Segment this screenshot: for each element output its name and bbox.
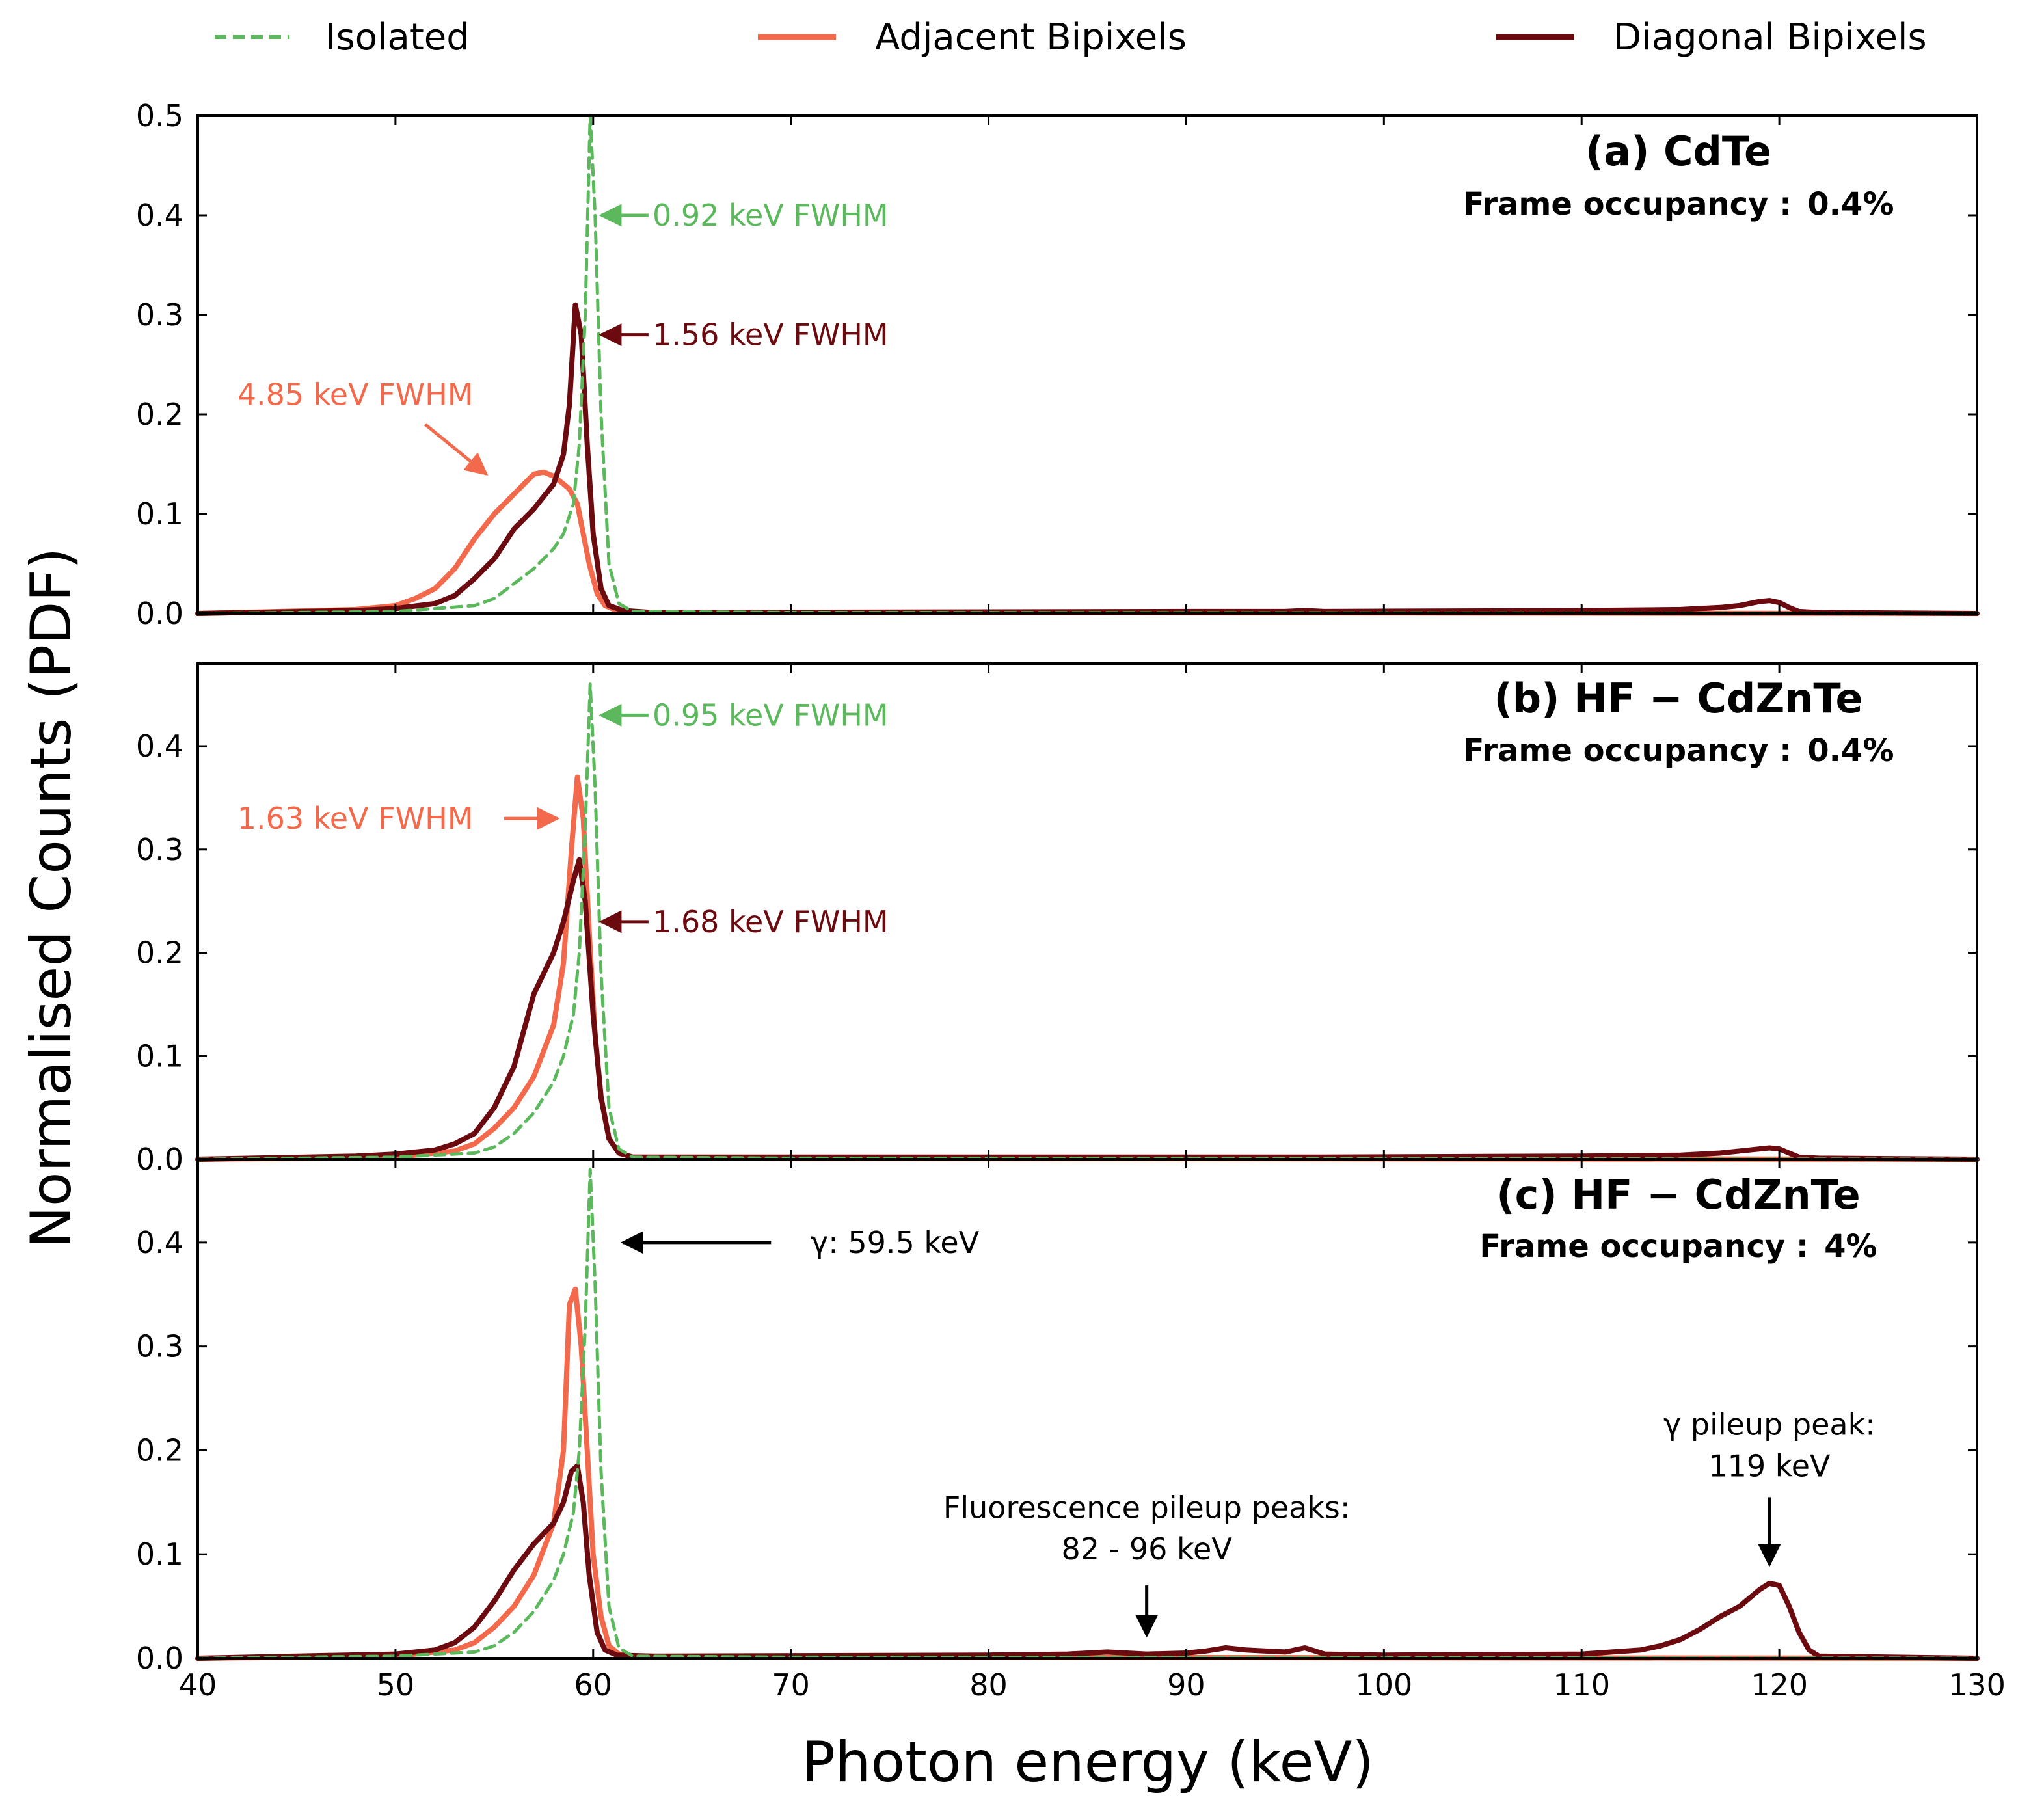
a-series-adjacent-bipixels [195,469,1980,616]
a-y-tick-label: 0.0 [136,596,183,631]
legend: Isolated Adjacent Bipixels Diagonal Bipi… [215,16,1927,59]
b-y-tick-label: 0.2 [136,935,183,971]
panel-c-ticks: 0.0 0.1 0.2 0.3 0.4 [136,1159,1978,1676]
x-tick-label: 90 [1167,1667,1205,1703]
panel-c: 0.0 0.1 0.2 0.3 0.4 γ: 59.5 keV Fluorescence … [136,1158,1980,1676]
legend-label-diagonal: Diagonal Bipixels [1613,16,1927,59]
panel-b-occupancy-value: 0.4% [1807,733,1894,769]
panel-c-frame [196,1158,1978,1660]
x-tick-label: 50 [377,1667,415,1703]
panel-a-occupancy: Frame occupancy : 0.4% [1463,186,1894,222]
panel-b-title: (b) HF − CdZnTe [1494,675,1862,722]
a-annotation-0: 0.92 keV FWHM [652,198,889,233]
panel-a-title: (a) CdTe [1585,128,1771,175]
c-y-tick-label: 0.2 [136,1433,183,1468]
panel-c-curves [195,1168,1980,1661]
c-series-diagonal-bipixels [195,1463,1980,1661]
a-y-tick-label: 0.3 [136,297,183,332]
c-annotation-0: γ: 59.5 keV [811,1225,980,1260]
b-y-tick-label: 0.0 [136,1142,183,1177]
a-annotation-2: 4.85 keV FWHM [237,377,474,412]
x-axis-title: Photon energy (keV) [801,1730,1374,1795]
b-y-tick-label: 0.3 [136,832,183,867]
x-tick-label: 80 [969,1667,1008,1703]
panel-a-occupancy-label: Frame occupancy : [1463,186,1792,222]
a-y-tick-label: 0.5 [136,98,183,133]
c-y-tick-label: 0.3 [136,1329,183,1364]
panel-b-occupancy: Frame occupancy : 0.4% [1463,733,1894,769]
b-annotation-1: 1.63 keV FWHM [237,801,474,836]
x-tick-labels: 40 50 60 70 80 90 100 110 120 130 [179,1667,2006,1703]
panel-a-ticks: 0.0 0.1 0.2 0.3 0.4 0.5 [136,98,1978,631]
x-tick-label: 110 [1553,1667,1610,1703]
c-annotation-2: 82 - 96 keV [1062,1531,1233,1567]
panel-c-annotations: γ: 59.5 keV Fluorescence pileup peaks: 82 … [620,1225,1876,1638]
panel-b-occupancy-label: Frame occupancy : [1463,733,1792,769]
legend-label-isolated: Isolated [325,16,470,59]
x-tick-label: 60 [574,1667,613,1703]
panel-c-occupancy-label: Frame occupancy : [1479,1228,1809,1265]
c-series-isolated [196,1168,1979,1660]
a-series-diagonal-bipixels [195,302,1980,616]
x-tick-label: 130 [1948,1667,2006,1703]
c-annotation-3: γ pileup peak: [1663,1406,1876,1442]
x-tick-label: 100 [1355,1667,1412,1703]
a-annotation-1: 1.56 keV FWHM [652,317,889,353]
x-tick-label: 40 [179,1667,217,1703]
c-y-tick-label: 0.4 [136,1225,183,1260]
x-tick-label: 120 [1751,1667,1808,1703]
panel-a-occupancy-value: 0.4% [1807,186,1894,222]
panel-a-curves [195,114,1980,616]
a-series-isolated [196,114,1979,615]
panel-b: 0.0 0.1 0.2 0.3 0.4 0.95 keV FWHM 1.63 keV FW… [136,662,1980,1177]
panel-b-ticks: 0.0 0.1 0.2 0.3 0.4 [136,664,1978,1177]
b-annotation-0: 0.95 keV FWHM [652,697,889,733]
b-y-tick-label: 0.4 [136,729,183,764]
panel-a-annotations: 0.92 keV FWHM 1.56 keV FWHM 4.85 keV FWHM [237,198,889,476]
legend-label-adjacent: Adjacent Bipixels [875,16,1187,59]
c-annotation-1: Fluorescence pileup peaks: [943,1490,1351,1525]
b-series-diagonal-bipixels [195,857,1980,1162]
y-axis-title: Normalised Counts (PDF) [19,548,84,1248]
panel-c-occupancy-value: 4% [1824,1228,1877,1265]
panel-b-annotations: 0.95 keV FWHM 1.63 keV FWHM 1.68 keV FWHM [237,697,889,939]
panel-c-title: (c) HF − CdZnTe [1496,1171,1860,1218]
c-y-tick-label: 0.0 [136,1641,183,1676]
panel-b-curves [195,682,1980,1162]
c-annotation-4: 119 keV [1708,1448,1831,1483]
c-y-tick-label: 0.1 [136,1537,183,1572]
panel-a-frame [196,114,1978,615]
panel-a: 0.0 0.1 0.2 0.3 0.4 0.5 0.92 keV FWHM 1.56 keV… [136,98,1980,631]
x-tick-label: 70 [772,1667,810,1703]
a-annotation-arrow-2 [424,423,489,476]
b-y-tick-label: 0.1 [136,1038,183,1073]
b-series-isolated [196,682,1979,1161]
a-y-tick-label: 0.4 [136,198,183,233]
a-y-tick-label: 0.1 [136,496,183,532]
panel-c-occupancy: Frame occupancy : 4% [1479,1228,1877,1265]
b-annotation-2: 1.68 keV FWHM [652,904,889,939]
a-y-tick-label: 0.2 [136,397,183,432]
